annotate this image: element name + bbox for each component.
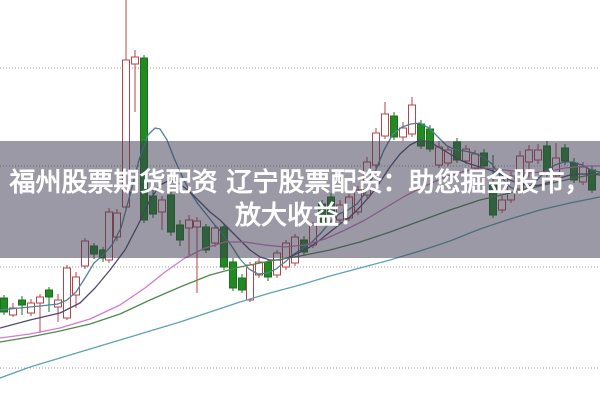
promo-overlay-band: 福州股票期货配资 辽宁股票配资：助您掘金股市， 放大收益！ — [0, 141, 600, 258]
promo-text-line2: 放大收益！ — [234, 200, 365, 231]
promo-text-line1: 福州股票期货配资 辽宁股票配资：助您掘金股市， — [9, 167, 591, 198]
